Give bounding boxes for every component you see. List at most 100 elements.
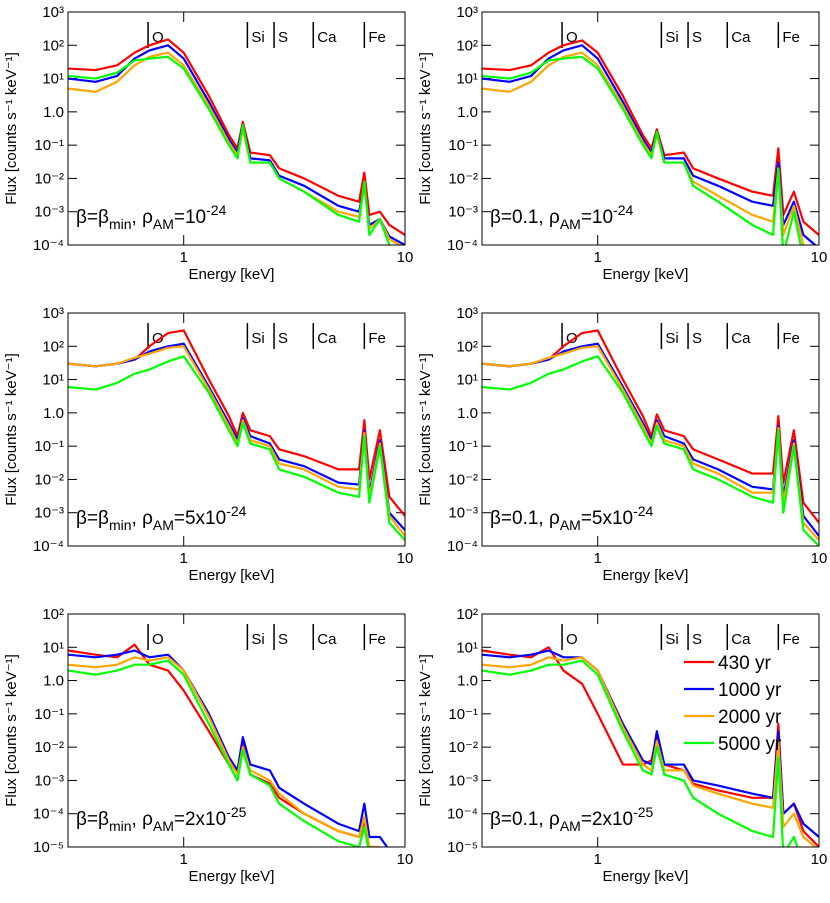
annotation-part: =2x10 [174,809,226,830]
y-tick-label: 10¹ [456,71,478,88]
spectrum-line [68,55,392,245]
y-tick-label: 10⁻³ [448,204,478,221]
annotation-part: -25 [226,804,246,820]
annotation-part: =5x10 [174,508,226,529]
annotation-part: AM [153,216,174,232]
element-label: O [566,330,578,347]
annotation-part: AM [560,216,581,232]
y-tick-label: 10⁻⁴ [447,806,478,823]
y-tick-label: 10³ [42,4,64,21]
y-tick-label: 10⁻³ [34,505,64,522]
x-tick-label: 1 [594,550,602,567]
annotation-part: -24 [226,503,246,519]
y-tick-label: 10⁻⁴ [33,806,64,823]
x-tick-label: 1 [594,851,602,868]
annotation: β=0.1, ρAM=2x10-25 [490,804,654,834]
series-group [68,38,405,245]
element-label: O [152,330,164,347]
y-tick-label: 10⁻¹ [448,706,478,723]
series-group [482,329,819,546]
annotation-part: β=0.1, ρ [490,508,560,529]
y-tick-label: 10⁻² [448,471,478,488]
plot-frame [481,613,820,848]
annotation-part: β=β [76,809,109,830]
y-tick-label: 10² [42,37,64,54]
element-label: S [278,631,288,648]
legend-label: 1000 yr [718,680,782,701]
element-label: S [278,29,288,46]
spectrum-line [482,55,802,245]
x-tick-label: 10 [811,851,828,868]
legend-label: 2000 yr [718,707,782,728]
y-axis-label: Flux [counts s⁻¹ keV⁻¹] [417,654,434,807]
y-tick-label: 1.0 [43,405,64,422]
x-axis-label: Energy [keV] [189,567,275,584]
element-label: Ca [317,29,337,46]
panel: 10⁻⁴ 10⁻³ 10⁻² 10⁻¹ 1.0 10¹ 10² 10³ 1 10 Energy [k… [417,305,827,584]
annotation-part: β=β [76,207,109,228]
element-label: Si [665,29,678,46]
plot-frame [67,312,406,547]
element-label: S [692,29,702,46]
y-axis-label: Flux [counts s⁻¹ keV⁻¹] [417,353,434,506]
y-tick-label: 10³ [42,305,64,322]
y-axis-label: Flux [counts s⁻¹ keV⁻¹] [3,654,20,807]
legend-label: 5000 yr [718,734,782,755]
y-axis-label: Flux [counts s⁻¹ keV⁻¹] [3,52,20,205]
element-label: Ca [731,29,751,46]
element-label: O [566,29,578,46]
spectrum-line [68,649,389,847]
annotation-part: -24 [633,503,653,519]
x-axis-label: Energy [keV] [603,567,689,584]
y-tick-label: 10⁻¹ [34,137,64,154]
y-tick-label: 10² [456,37,478,54]
annotation: β=0.1, ρAM=5x10-24 [490,503,654,533]
panel: 10⁻⁵ 10⁻⁴ 10⁻³ 10⁻² 10⁻¹ 1.0 10¹ 10² 1 10 Energy [… [3,606,413,885]
annotation-part: , ρ [132,508,154,529]
x-axis-label: Energy [keV] [189,266,275,283]
y-tick-label: 10³ [456,4,478,21]
y-tick-label: 10⁻² [448,170,478,187]
y-tick-label: 10⁻⁴ [33,237,64,254]
element-label: S [278,330,288,347]
element-label: S [692,330,702,347]
x-tick-label: 10 [397,249,414,266]
plot-frame [481,11,820,246]
annotation-part: AM [560,818,581,834]
y-tick-label: 1.0 [43,673,64,690]
y-tick-label: 10² [456,606,478,623]
spectrum-line [68,355,405,541]
annotation: β=0.1, ρAM=10-24 [490,202,633,232]
panel: 10⁻⁴ 10⁻³ 10⁻² 10⁻¹ 1.0 10¹ 10² 10³ 1 10 Energy [k… [3,4,413,283]
element-label: Fe [782,631,800,648]
plot-frame [481,312,820,547]
annotation-part: AM [560,517,581,533]
annotation-part: min [109,216,132,232]
element-label: Ca [317,631,337,648]
y-tick-label: 1.0 [457,673,478,690]
series-group [482,39,819,245]
y-tick-label: 10⁻¹ [34,438,64,455]
annotation-part: -24 [206,202,226,218]
annotation-part: -25 [633,804,653,820]
series-group [68,643,389,847]
y-tick-label: 1.0 [457,104,478,121]
y-tick-label: 10¹ [42,372,64,389]
spectrum-line [68,656,382,847]
x-tick-label: 10 [397,851,414,868]
element-label: Fe [368,631,386,648]
x-tick-label: 10 [811,550,828,567]
spectrum-line [482,656,817,847]
y-tick-label: 10⁻¹ [448,137,478,154]
spectrum-line [68,38,405,236]
y-tick-label: 10⁻³ [34,204,64,221]
x-tick-label: 1 [180,249,188,266]
element-label: Fe [782,29,800,46]
y-tick-label: 10² [42,606,64,623]
y-tick-label: 10³ [456,305,478,322]
x-axis-label: Energy [keV] [189,868,275,885]
annotation: β=βmin, ρAM=5x10-24 [76,503,247,533]
element-label: Fe [782,330,800,347]
annotation-part: β=β [76,508,109,529]
